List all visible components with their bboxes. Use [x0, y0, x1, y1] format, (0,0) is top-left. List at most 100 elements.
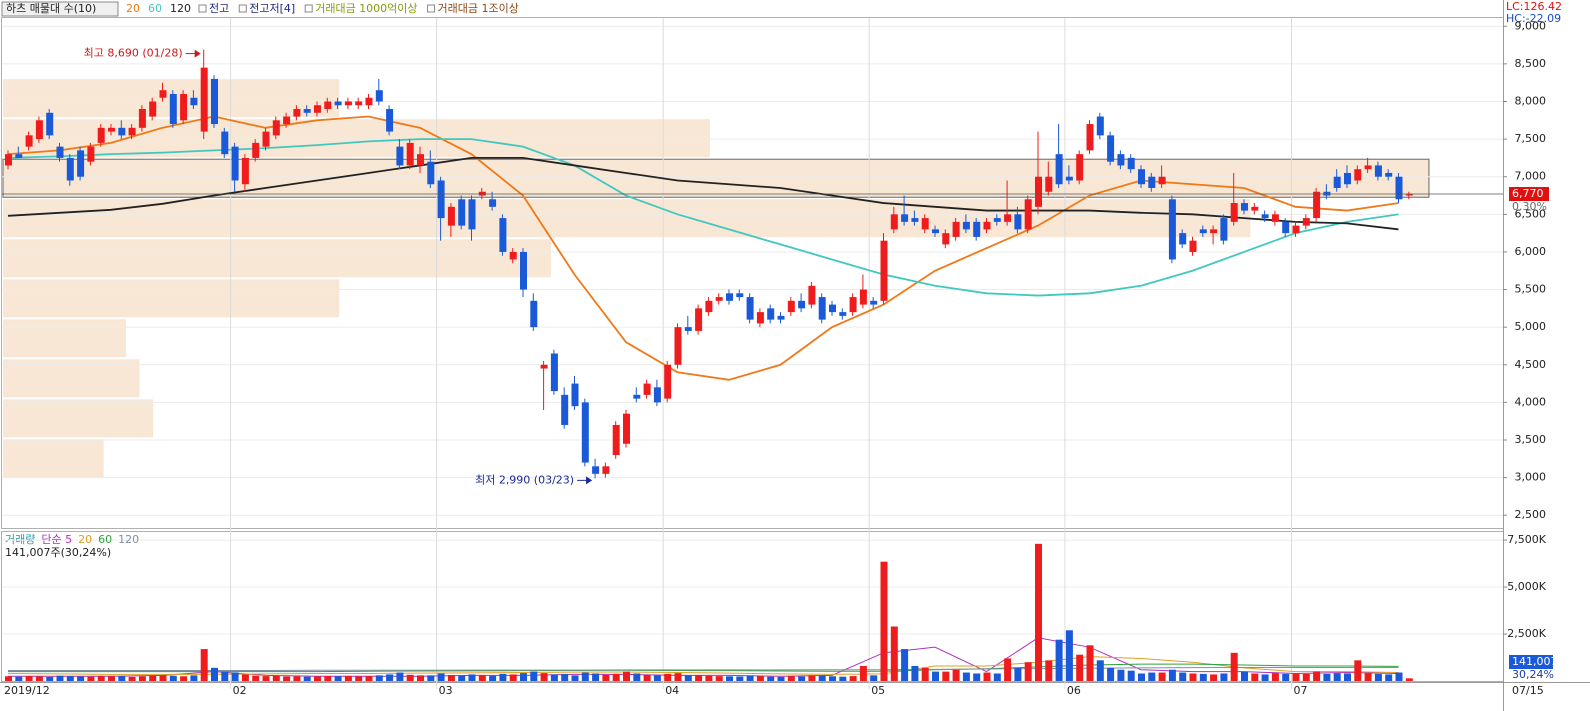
candle-body [396, 146, 404, 166]
candle-body [303, 109, 311, 113]
volume-bar [901, 649, 909, 681]
volume-bar [1292, 673, 1300, 681]
volume-bar [952, 669, 960, 681]
y-tick-label: 5,500 [1515, 283, 1547, 296]
volume-bar [602, 674, 610, 681]
candle-body [283, 116, 291, 125]
volume-bar [241, 674, 249, 681]
volume-bar [859, 665, 867, 681]
candle-body [334, 101, 342, 106]
volume-bar [1344, 673, 1351, 681]
volume-bar [406, 674, 414, 681]
y-tick-label: 5,000 [1515, 320, 1547, 333]
volume-bar [221, 671, 229, 681]
candle-body [1302, 218, 1310, 226]
volume-bar [623, 671, 630, 681]
volume-bar [365, 676, 373, 681]
candle-body [612, 424, 620, 456]
volume-bar [489, 675, 497, 681]
x-tick-label: 03 [439, 684, 453, 697]
x-tick-label: 02 [233, 684, 247, 697]
candle-body [726, 293, 733, 301]
volume-bar [314, 676, 321, 681]
candle-body [1385, 172, 1393, 177]
volume-bar [1302, 673, 1310, 681]
volume-bar [612, 673, 620, 681]
candle-body [344, 101, 352, 106]
volume-bar [334, 676, 342, 681]
volume-bar [1086, 645, 1094, 681]
candle-body [1035, 176, 1042, 207]
volume-bar [736, 676, 744, 681]
moving-average [8, 666, 1399, 671]
volume-bar [520, 673, 527, 681]
volume-bar [1251, 673, 1259, 681]
candle-body [108, 127, 115, 132]
volume-profile-band [3, 399, 154, 438]
volume-bar [592, 673, 600, 681]
candle-body [1313, 191, 1321, 219]
current-price-label: 6,770 [1512, 187, 1544, 200]
candle-body [643, 383, 651, 395]
x-tick-label: 04 [665, 684, 679, 697]
volume-profile-band [3, 119, 710, 158]
hc-label: HC:-22.09 [1506, 12, 1561, 25]
volume-profile-band [3, 439, 104, 478]
candle-body [221, 131, 229, 155]
candle-body [489, 199, 497, 207]
legend-marker [427, 4, 436, 13]
volume-bar [283, 676, 291, 681]
candle-body [77, 150, 85, 177]
volume-bar [581, 672, 589, 681]
x-tick-label: 05 [871, 684, 885, 697]
candle-body [571, 383, 579, 407]
legend-entry: 60 [98, 533, 112, 546]
candle-body [530, 300, 538, 328]
volume-bar [1138, 673, 1145, 681]
volume-bar [1313, 671, 1321, 681]
candle-body [962, 221, 970, 230]
candle-body [25, 135, 33, 147]
volume-profile-band [3, 239, 551, 278]
candle-body [1261, 214, 1269, 219]
candle-body [633, 394, 641, 399]
candle-body [15, 154, 23, 158]
candle-body [324, 101, 332, 110]
candle-body [458, 199, 466, 226]
candle-body [180, 93, 188, 121]
candle-body [983, 221, 991, 230]
y-tick-label: 9,000 [1515, 19, 1547, 32]
candle-body [293, 109, 301, 117]
volume-bar [695, 674, 703, 681]
candle-body [314, 105, 321, 113]
candle-body [1168, 199, 1176, 260]
volume-bar [962, 672, 970, 681]
volume-bar [1271, 673, 1279, 681]
y-tick-label: 7,500K [1507, 533, 1546, 546]
volume-bar [746, 675, 754, 681]
candle-body [695, 308, 703, 331]
candle-body [911, 218, 919, 222]
candle-body [746, 297, 754, 320]
candle-body [5, 154, 12, 166]
volume-bar [973, 673, 981, 681]
volume-bar [118, 676, 126, 681]
annotation-label: 최저 2,990 (03/23) [475, 473, 574, 486]
candle-body [118, 127, 126, 136]
y-tick-label: 4,000 [1515, 395, 1547, 408]
candle-body [520, 251, 527, 290]
candle-body [355, 101, 363, 106]
y-tick-label: 4,500 [1515, 358, 1547, 371]
candle-body [447, 206, 455, 226]
candle-body [540, 364, 548, 369]
volume-bar [35, 676, 43, 681]
candle-body [1045, 176, 1053, 192]
volume-bar [386, 674, 394, 681]
volume-bar [1014, 667, 1022, 681]
volume-bar [303, 676, 311, 681]
volume-bar [798, 676, 806, 681]
current-price-box [1509, 187, 1549, 202]
volume-bar [808, 675, 816, 681]
